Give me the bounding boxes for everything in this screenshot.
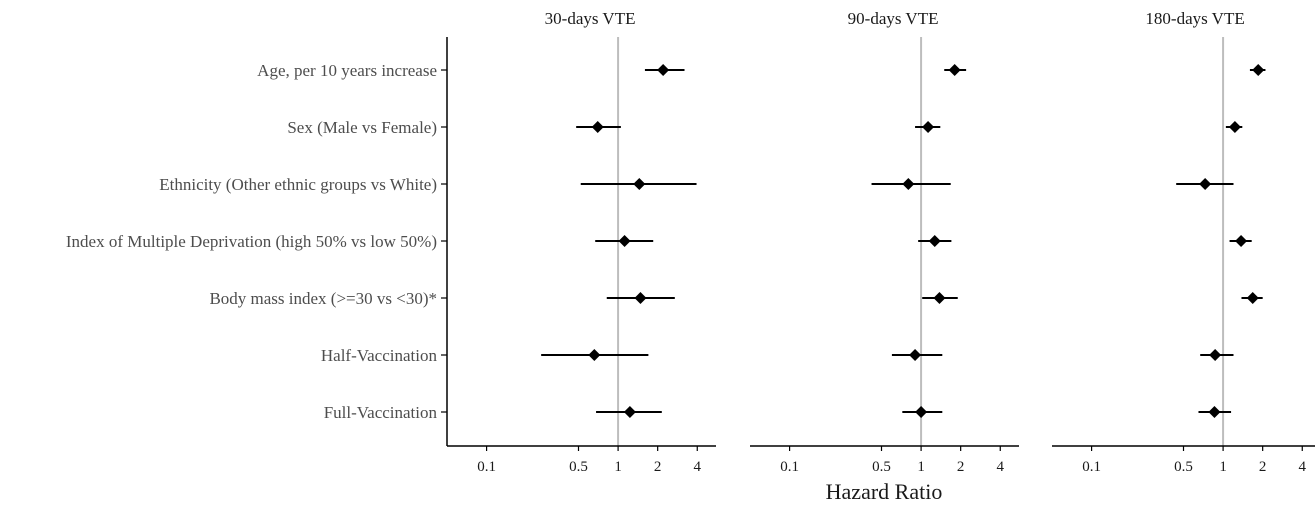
panel-3-point-estimate [1235, 235, 1248, 247]
panel-1-point-estimate [633, 178, 646, 190]
panel-3-point-estimate [1228, 121, 1241, 133]
panel-1-point-estimate [618, 235, 631, 247]
panel-3-point-estimate [1208, 406, 1221, 418]
panel-3-point-estimate [1246, 292, 1259, 304]
panel-2-x-tick-label: 0.1 [780, 459, 799, 475]
panel-3-x-tick-label: 0.5 [1174, 459, 1193, 475]
panel-1-x-tick-label: 0.5 [569, 459, 588, 475]
panel-2-x-tick-label: 2 [957, 459, 965, 475]
panel-2-x-tick-label: 1 [917, 459, 925, 475]
panel-1-point-estimate [623, 406, 636, 418]
panel-3-title: 180-days VTE [1145, 9, 1244, 28]
panel-2-point-estimate [948, 64, 961, 76]
panel-3-point-estimate [1199, 178, 1212, 190]
panel-2-point-estimate [915, 406, 928, 418]
panel-3-x-tick-label: 1 [1219, 459, 1227, 475]
panel-2-x-tick-label: 0.5 [872, 459, 891, 475]
panel-2-point-estimate [902, 178, 915, 190]
panel-1-x-tick-label: 1 [614, 459, 622, 475]
panel-1-x-tick-label: 2 [654, 459, 662, 475]
panel-1-x-tick-label: 4 [694, 459, 702, 475]
row-label: Index of Multiple Deprivation (high 50% … [66, 232, 437, 251]
panel-3-x-tick-label: 0.1 [1082, 459, 1101, 475]
panel-2-point-estimate [928, 235, 941, 247]
row-label: Full-Vaccination [324, 403, 438, 422]
panel-2-point-estimate [922, 121, 935, 133]
row-label: Ethnicity (Other ethnic groups vs White) [159, 175, 437, 194]
panel-3-x-tick-label: 4 [1299, 459, 1307, 475]
panel-2-title: 90-days VTE [848, 9, 939, 28]
panel-3-x-tick-label: 2 [1259, 459, 1267, 475]
row-label: Half-Vaccination [321, 346, 438, 365]
row-label: Age, per 10 years increase [257, 61, 437, 80]
panel-2-x-tick-label: 4 [997, 459, 1005, 475]
panel-1-title: 30-days VTE [545, 9, 636, 28]
x-axis-title: Hazard Ratio [826, 479, 943, 504]
panel-1-x-tick-label: 0.1 [477, 459, 496, 475]
panel-2-point-estimate [909, 349, 922, 361]
panel-2-point-estimate [933, 292, 946, 304]
panel-3-point-estimate [1252, 64, 1265, 76]
panel-3-point-estimate [1209, 349, 1222, 361]
panel-1-point-estimate [634, 292, 647, 304]
panel-1-point-estimate [591, 121, 604, 133]
panel-1-point-estimate [588, 349, 601, 361]
row-label: Body mass index (>=30 vs <30)* [209, 289, 437, 308]
row-label: Sex (Male vs Female) [287, 118, 437, 137]
panel-1-point-estimate [657, 64, 670, 76]
